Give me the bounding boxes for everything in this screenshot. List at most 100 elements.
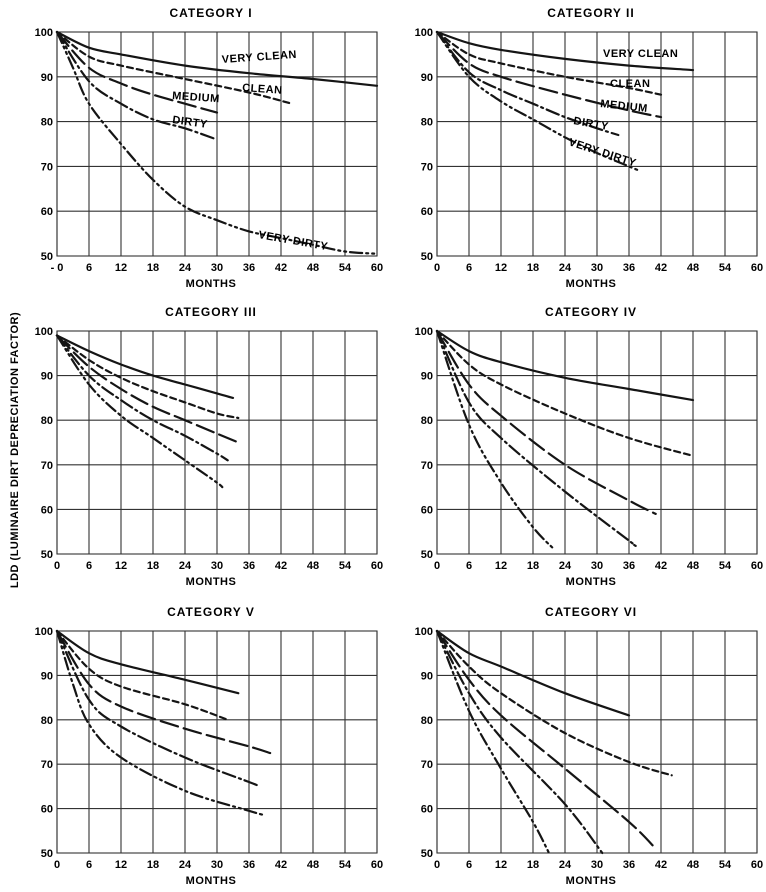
series-label: MEDIUM (600, 98, 649, 115)
y-tick-label: 50 (421, 549, 433, 561)
plot-frame (436, 31, 758, 257)
y-tick-label: 80 (421, 415, 433, 427)
series-line-very-dirty (435, 30, 641, 172)
x-tick-label: 60 (371, 262, 383, 274)
chart-panel: CATEGORY V 0 6 12 18 24 30 36 42 48 54 60 50 60 70 80 90… (35, 605, 383, 887)
y-tick-label: 90 (421, 72, 433, 84)
x-tick-label: 36 (243, 560, 255, 572)
plot-frame (56, 630, 378, 854)
plot-frame (56, 330, 378, 555)
y-tick-label: 50 (41, 549, 53, 561)
x-tick-label: 0 (54, 859, 60, 871)
y-tick-label: 100 (35, 626, 53, 638)
y-tick-label: 90 (41, 72, 53, 84)
series-line-clean (435, 329, 695, 457)
series-line-medium (435, 30, 663, 119)
y-tick-label: 100 (415, 326, 433, 338)
y-tick-label: 50 (41, 251, 53, 263)
x-tick-label: 54 (719, 262, 732, 274)
series-line-very-dirty (435, 329, 556, 551)
x-tick-label: 30 (211, 859, 223, 871)
series-line-clean (435, 30, 663, 96)
x-tick-label: 6 (86, 859, 92, 871)
y-tick-label: 80 (421, 715, 433, 727)
series-line-very-clean (55, 30, 379, 87)
x-tick-label: 54 (339, 859, 352, 871)
series-line-very-clean (435, 329, 695, 402)
chart-panel: CATEGORY II 0 6 12 18 24 30 36 42 48 54 60 50 60 70 80 9… (415, 6, 763, 290)
x-axis-label: MONTHS (566, 576, 617, 588)
x-tick-label: 24 (559, 859, 572, 871)
x-tick-label: 12 (495, 262, 507, 274)
x-tick-label: 18 (527, 560, 539, 572)
x-tick-label: 48 (307, 859, 319, 871)
chart-title: CATEGORY VI (545, 605, 637, 619)
x-axis-label: MONTHS (566, 875, 617, 887)
y-tick-label: 70 (41, 460, 53, 472)
x-tick-label: 0 (54, 560, 60, 572)
x-tick-label: 36 (243, 859, 255, 871)
series-line-very-clean (55, 629, 240, 695)
chart-panel: CATEGORY III 0 6 12 18 24 30 36 42 48 54 60 50 60 70 80… (35, 305, 383, 588)
x-tick-label: 36 (243, 262, 255, 274)
x-tick-label: 54 (339, 560, 352, 572)
series-line-very-dirty (55, 30, 379, 255)
y-tick-label: 70 (421, 460, 433, 472)
x-tick-label: 60 (371, 859, 383, 871)
series-label: CLEAN (610, 78, 650, 90)
chart-title: CATEGORY II (547, 6, 634, 20)
x-tick-label: 42 (655, 859, 667, 871)
chart-title: CATEGORY I (169, 6, 252, 20)
y-tick-label: 60 (41, 206, 53, 218)
x-tick-label: 42 (655, 560, 667, 572)
y-tick-label: 60 (41, 804, 53, 816)
y-tick-label: 70 (421, 759, 433, 771)
y-tick-label: 60 (421, 206, 433, 218)
x-tick-label: 30 (211, 262, 223, 274)
series-line-clean (55, 30, 293, 105)
x-tick-label: 30 (211, 560, 223, 572)
y-tick-label: 70 (41, 161, 53, 173)
chart-title: CATEGORY III (165, 305, 257, 319)
x-tick-label: 54 (719, 560, 732, 572)
plot-frame (436, 630, 758, 854)
x-tick-label: 60 (751, 859, 763, 871)
series-label: MEDIUM (172, 90, 220, 105)
plot-frame (436, 330, 758, 555)
series-line-dirty (435, 30, 620, 137)
x-tick-label: 18 (147, 560, 159, 572)
x-tick-label: 12 (115, 859, 127, 871)
series-line-medium (55, 334, 240, 444)
x-tick-label: 48 (687, 859, 699, 871)
x-tick-label: 12 (495, 560, 507, 572)
x-tick-label: 36 (623, 560, 635, 572)
y-tick-label: 90 (41, 670, 53, 682)
x-tick-label: 60 (751, 560, 763, 572)
x-tick-label: 18 (527, 262, 539, 274)
chart-panel: CATEGORY VI 0 6 12 18 24 30 36 42 48 54 60 50 60 70 80 9… (415, 605, 763, 887)
series-line-medium (55, 629, 272, 755)
y-tick-label: 60 (421, 804, 433, 816)
x-axis-label: MONTHS (186, 576, 237, 588)
y-axis-label: LDD (LUMINAIRE DIRT DEPRECIATION FACTOR) (9, 312, 21, 588)
x-tick-label: 24 (559, 560, 572, 572)
chart-title: CATEGORY IV (545, 305, 637, 319)
x-tick-label: 42 (275, 560, 287, 572)
series-label: VERY CLEAN (603, 48, 678, 60)
chart-title: CATEGORY V (167, 605, 255, 619)
x-tick-label: 30 (591, 859, 603, 871)
series-line-very-clean (435, 30, 695, 72)
y-tick-label: 90 (421, 670, 433, 682)
x-tick-label: 36 (623, 859, 635, 871)
y-tick-label: 80 (421, 117, 433, 129)
x-tick-label: 12 (115, 262, 127, 274)
y-tick-label: 50 (421, 848, 433, 860)
x-tick-label: 24 (559, 262, 572, 274)
x-tick-label: 12 (115, 560, 127, 572)
x-tick-label: 60 (751, 262, 763, 274)
series-label: DIRTY (172, 114, 209, 131)
series-line-dirty (435, 629, 604, 855)
series-line-very-dirty (55, 629, 267, 817)
x-tick-label: 54 (339, 262, 352, 274)
